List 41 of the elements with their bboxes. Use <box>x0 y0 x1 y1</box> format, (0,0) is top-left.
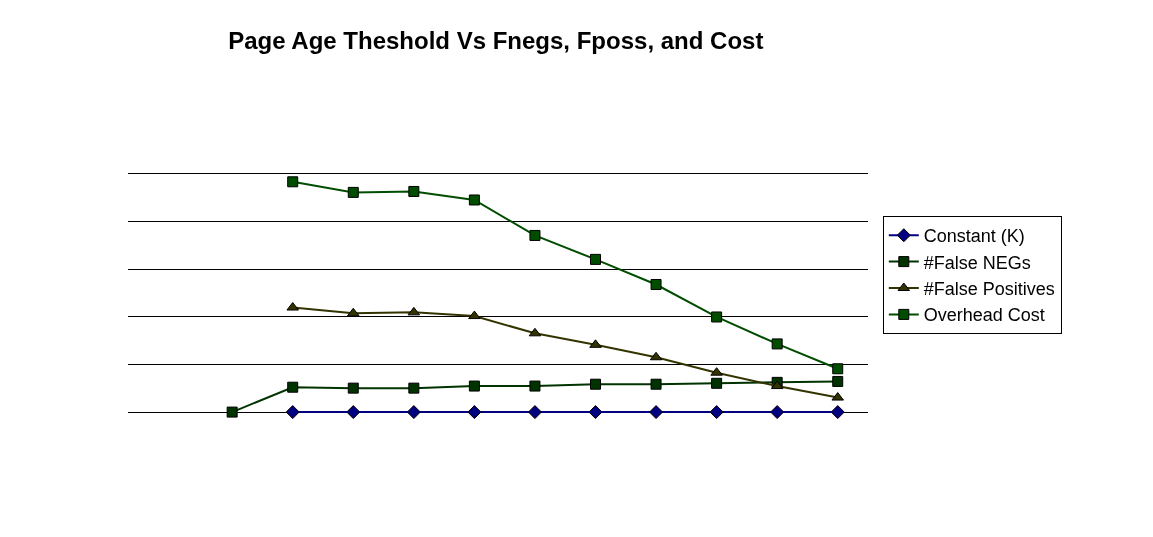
point <box>408 185 420 197</box>
point <box>770 380 784 390</box>
point <box>226 406 238 418</box>
point <box>590 378 601 390</box>
point <box>346 405 361 420</box>
point <box>832 363 844 375</box>
point <box>832 375 844 387</box>
point <box>650 279 662 290</box>
point <box>711 377 723 389</box>
point <box>527 405 542 420</box>
point <box>650 378 662 390</box>
point <box>467 405 482 420</box>
point <box>649 405 664 420</box>
point <box>347 186 359 198</box>
point <box>529 229 541 241</box>
point <box>287 381 299 393</box>
legend-label: Constant (K) <box>923 226 1025 247</box>
point <box>408 382 420 394</box>
point <box>285 405 300 420</box>
legend-label: Overhead Cost <box>923 305 1045 326</box>
point <box>347 382 359 394</box>
point <box>347 307 360 317</box>
point <box>407 306 421 316</box>
point <box>588 405 603 420</box>
point <box>711 311 723 323</box>
point <box>406 405 421 420</box>
point <box>528 327 542 337</box>
point <box>468 194 480 206</box>
chart-title: Page Age Theshold Vs Fnegs, Fposs, and Cost <box>228 27 764 55</box>
point <box>590 253 601 265</box>
point <box>771 338 783 350</box>
point <box>770 405 785 420</box>
point <box>649 351 663 361</box>
point <box>709 405 724 420</box>
point <box>468 380 480 392</box>
point <box>468 310 481 320</box>
point <box>529 380 541 392</box>
point <box>830 405 845 420</box>
legend-label: #False Positives <box>923 279 1055 300</box>
point <box>287 176 299 188</box>
legend-label: #False NEGs <box>923 252 1031 273</box>
